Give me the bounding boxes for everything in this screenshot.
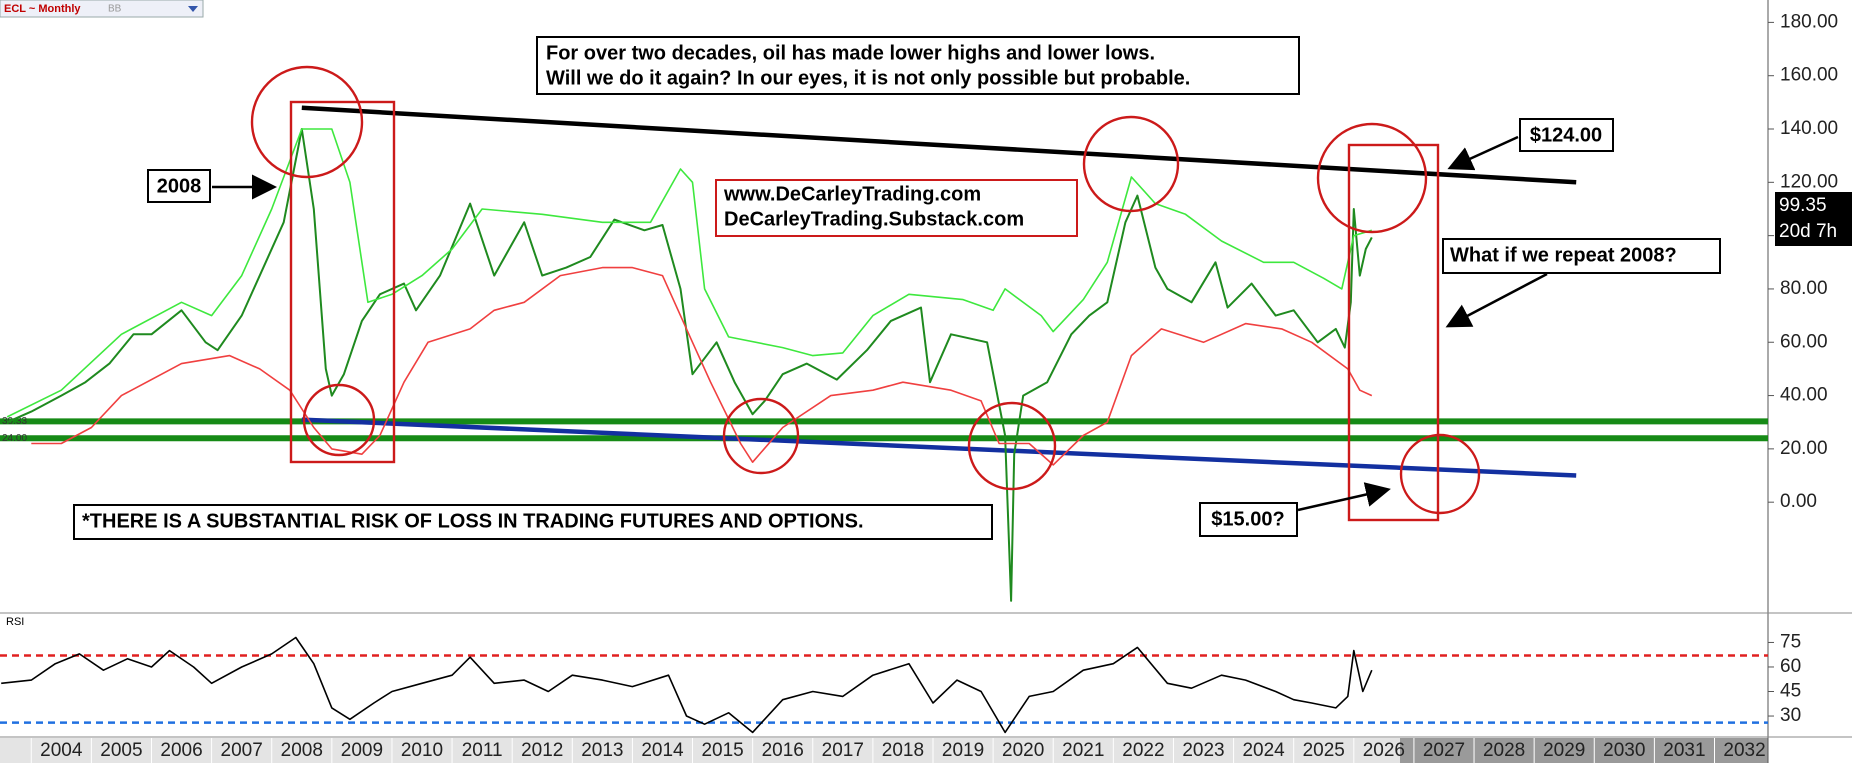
x-tick-label: 2020: [1002, 740, 1044, 761]
headline-box: [536, 36, 1300, 95]
x-tick-label: 2019: [942, 740, 984, 761]
x-tick-label: 2006: [160, 740, 202, 761]
target-low: $15.00?: [1211, 508, 1284, 530]
price-pane: 0.0020.0040.0060.0080.00100.00120.00140.…: [0, 11, 1838, 602]
series-line: [6, 128, 1373, 418]
y-tick-label: 20.00: [1780, 438, 1828, 459]
y-tick-label: 140.00: [1780, 118, 1838, 139]
highlight-box: [1347, 143, 1440, 522]
highlights: [250, 65, 1481, 522]
x-tick-label: 2032: [1723, 740, 1765, 761]
question-box: [1442, 238, 1721, 274]
x-tick-label: 2015: [701, 740, 743, 761]
label-box: [147, 169, 211, 203]
annotations: For over two decades, oil has made lower…: [73, 36, 1852, 540]
arrow: [1297, 482, 1391, 512]
x-tick-label: 2008: [281, 740, 323, 761]
study-name: BB: [108, 4, 122, 15]
x-tick-label: 2024: [1242, 740, 1285, 761]
rsi-title: RSI: [6, 616, 24, 628]
last-price: 99.35: [1779, 195, 1827, 216]
x-tick-label: 2016: [762, 740, 804, 761]
highlight-circle: [302, 383, 376, 457]
highlight-circle: [1316, 122, 1428, 234]
y-tick-label: 160.00: [1780, 65, 1838, 86]
headline-line: Will we do it again? In our eyes, it is …: [546, 67, 1190, 89]
dropdown-arrow[interactable]: [188, 6, 198, 12]
date-axis-future: [1400, 738, 1768, 763]
highlight-circle: [1399, 433, 1481, 515]
website: www.DeCarleyTrading.com: [723, 183, 981, 205]
highlight-circle: [250, 65, 364, 179]
target-high-box: [1519, 118, 1614, 152]
x-tick-label: 2021: [1062, 740, 1104, 761]
symbol: ECL ~ Monthly: [4, 3, 81, 15]
headline-line: For over two decades, oil has made lower…: [546, 42, 1155, 64]
label-2008: 2008: [157, 175, 202, 197]
highlight-box: [289, 100, 396, 464]
x-tick-label: 2031: [1663, 740, 1705, 761]
x-tick-label: 2007: [221, 740, 263, 761]
trendline: [301, 417, 1577, 478]
x-tick-label: 2011: [462, 740, 503, 761]
series-line: [1, 636, 1373, 734]
x-tick-label: 2013: [581, 740, 623, 761]
website: DeCarleyTrading.Substack.com: [724, 208, 1024, 230]
x-tick-label: 2005: [100, 740, 142, 761]
x-tick-label: 2014: [641, 740, 684, 761]
symbol-box[interactable]: [0, 0, 204, 18]
y-tick-label: 120.00: [1780, 171, 1838, 192]
x-tick-label: 2028: [1483, 740, 1525, 761]
x-tick-label: 2010: [401, 740, 443, 761]
highlight-circle: [967, 401, 1057, 491]
x-tick-label: 2030: [1603, 740, 1645, 761]
highlight-circle: [1082, 115, 1180, 213]
x-tick-label: 2023: [1182, 740, 1224, 761]
disclaimer: *THERE IS A SUBSTANTIAL RISK OF LOSS IN …: [82, 510, 864, 532]
level-label: 30.33: [2, 416, 27, 427]
y-tick-label: 60: [1780, 656, 1801, 677]
y-tick-label: 180.00: [1780, 11, 1838, 32]
series-line: [31, 266, 1373, 466]
x-tick-label: 2017: [822, 740, 864, 761]
question: What if we repeat 2008?: [1450, 244, 1677, 266]
disclaimer-box: [73, 504, 993, 540]
y-tick-label: 45: [1780, 681, 1801, 702]
x-tick-label: 2029: [1543, 740, 1585, 761]
x-tick-label: 2018: [882, 740, 924, 761]
x-tick-label: 2022: [1122, 740, 1164, 761]
arrow: [1447, 135, 1519, 171]
last-price-box: [1775, 192, 1852, 246]
x-tick-label: 2027: [1423, 740, 1465, 761]
website-box: [715, 179, 1078, 237]
series-line: [6, 128, 1373, 602]
y-tick-label: 75: [1780, 631, 1801, 652]
arrow: [1445, 272, 1548, 328]
level-label: 24.00: [2, 433, 27, 444]
rsi-pane: 30 45 60 75: [0, 631, 1801, 734]
target-high: $124.00: [1530, 124, 1602, 146]
date-axis-band: [0, 738, 1400, 763]
trendline: [301, 105, 1577, 185]
target-low-box: [1199, 502, 1298, 537]
y-tick-label: 0.00: [1780, 491, 1817, 512]
x-tick-label: 2009: [341, 740, 383, 761]
y-tick-label: 80.00: [1780, 278, 1828, 299]
y-tick-label: 60.00: [1780, 331, 1828, 352]
x-tick-label: 2026: [1363, 740, 1405, 761]
y-tick-label: 30: [1780, 705, 1801, 726]
y-tick-label: 40.00: [1780, 385, 1828, 406]
countdown: 20d 7h: [1779, 221, 1837, 242]
x-tick-label: 2025: [1303, 740, 1345, 761]
highlight-circle: [722, 397, 800, 475]
x-tick-label: 2004: [40, 740, 83, 761]
x-tick-label: 2012: [521, 740, 563, 761]
